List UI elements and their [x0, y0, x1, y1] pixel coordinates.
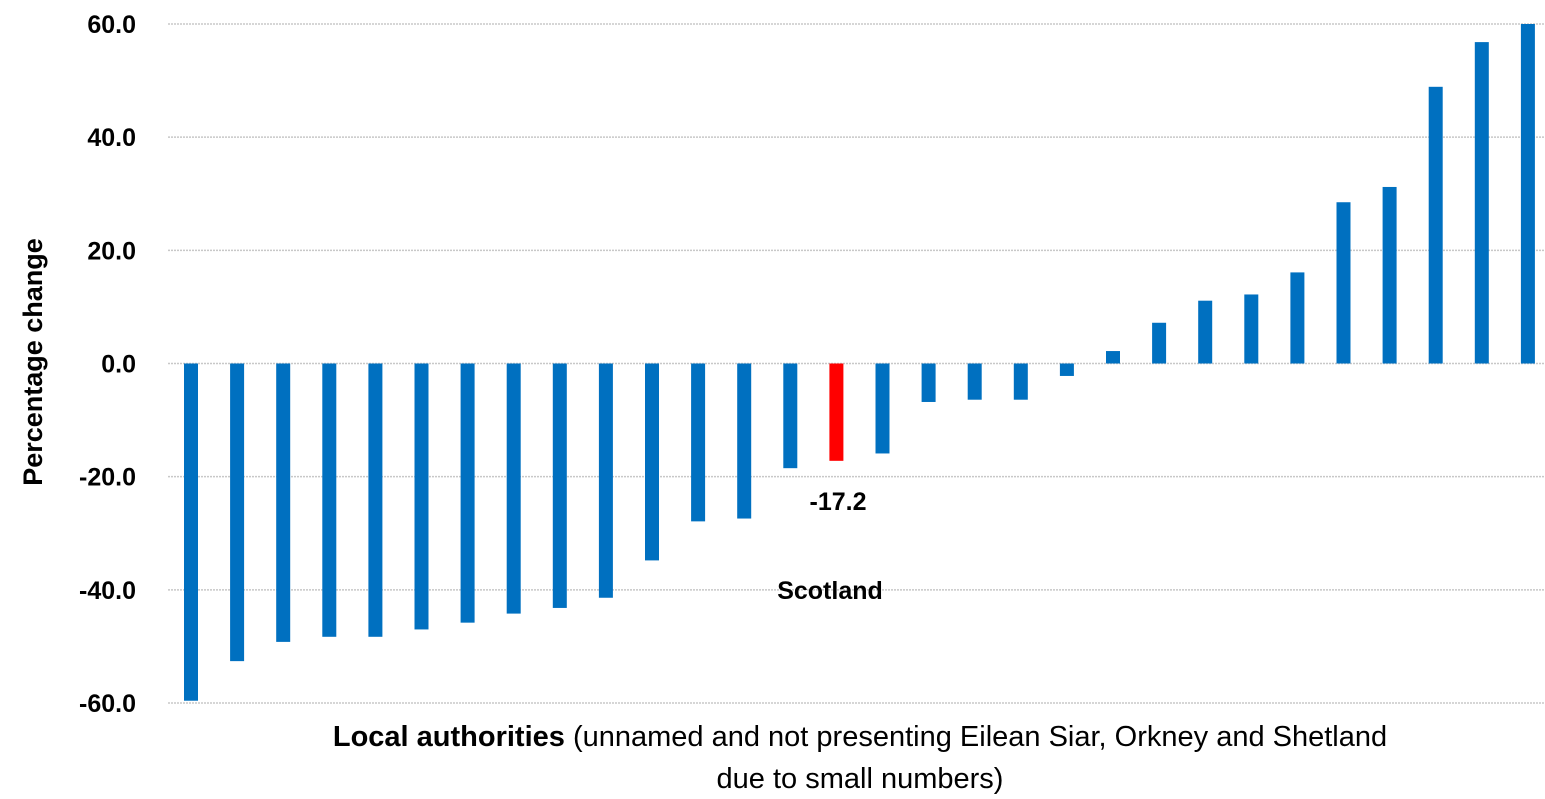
bar	[967, 363, 982, 400]
x-axis-title: Local authorities (unnamed and not prese…	[333, 721, 1387, 753]
bar	[1428, 86, 1443, 364]
bar-scotland	[829, 363, 844, 461]
bar	[1244, 294, 1259, 364]
bar	[1474, 42, 1489, 364]
bar	[368, 363, 383, 637]
bar	[737, 363, 752, 519]
bar	[691, 363, 706, 522]
bar	[1013, 363, 1028, 400]
bar	[184, 363, 198, 701]
bar	[1290, 272, 1305, 364]
bar	[552, 363, 567, 608]
bar	[460, 363, 475, 623]
scotland-value-label: -17.2	[810, 488, 867, 516]
y-tick-label: 20.0	[87, 237, 136, 265]
x-axis-title-bold: Local authorities	[333, 721, 565, 753]
bar	[1198, 300, 1213, 364]
bar	[783, 363, 798, 469]
bar	[506, 363, 521, 614]
gridlines	[168, 23, 1545, 704]
bar	[414, 363, 429, 630]
y-tick-label: 0.0	[101, 351, 136, 379]
x-axis-title-rest: (unnamed and not presenting Eilean Siar,…	[565, 721, 1387, 753]
bar	[645, 363, 659, 561]
y-tick-label: 40.0	[87, 124, 136, 152]
y-axis-title: Percentage change	[18, 238, 48, 486]
bar	[1520, 24, 1535, 364]
y-tick-label: -60.0	[79, 690, 136, 718]
bar	[1382, 186, 1397, 364]
bar	[1059, 363, 1074, 376]
bar	[875, 363, 890, 454]
scotland-name-label: Scotland	[777, 577, 883, 605]
bar	[921, 363, 936, 402]
bar	[322, 363, 337, 637]
bars	[184, 24, 1535, 701]
y-tick-label: 60.0	[87, 11, 136, 39]
y-axis-ticks: 60.0 40.0 20.0 0.0 -20.0 -40.0 -60.0	[79, 11, 136, 718]
bar	[1336, 202, 1351, 364]
y-tick-label: -20.0	[79, 464, 136, 492]
bar	[230, 363, 245, 662]
bar	[598, 363, 613, 598]
bar	[1106, 351, 1120, 364]
bar	[1152, 322, 1167, 364]
y-tick-label: -40.0	[79, 577, 136, 605]
bar	[276, 363, 291, 642]
x-axis-title-line2: due to small numbers)	[717, 763, 1004, 795]
